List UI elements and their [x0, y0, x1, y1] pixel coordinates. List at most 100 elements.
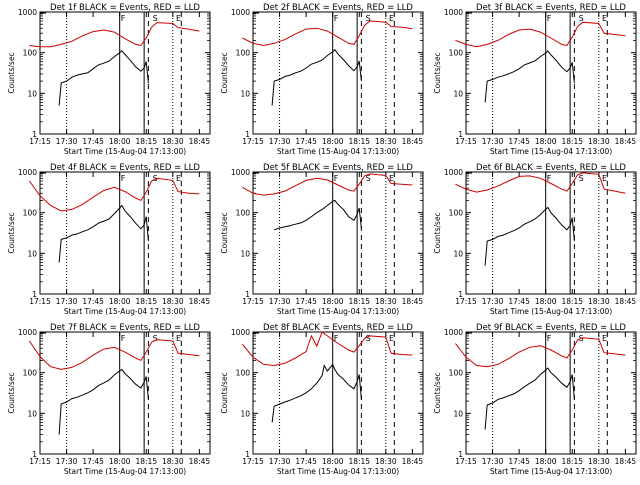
x-axis-label: Start Time (15-Aug-04 17:13:00) [64, 307, 186, 316]
series-lld-line [242, 20, 413, 47]
plot-frame [252, 331, 424, 455]
region-tag: S [153, 334, 158, 343]
x-tick-label: 18:00 [535, 457, 557, 466]
x-axis-label: Start Time (15-Aug-04 17:13:00) [64, 147, 186, 156]
x-tick-label: 17:45 [508, 137, 530, 146]
y-tick-label: 100 [449, 369, 464, 378]
y-tick-label: 10 [453, 89, 463, 98]
region-tag: E [602, 174, 607, 183]
x-tick-label: 17:15 [29, 297, 51, 306]
x-axis-label: Start Time (15-Aug-04 17:13:00) [277, 467, 399, 476]
series-lld-line [242, 331, 413, 367]
region-tag: E [389, 334, 394, 343]
series-events-line [58, 368, 149, 435]
y-axis-label: Counts/sec [433, 372, 442, 413]
series-lld-line [455, 337, 626, 368]
y-axis-label: Counts/sec [433, 52, 442, 93]
y-tick-label: 1 [32, 130, 37, 139]
series-lld-line [29, 22, 200, 48]
y-axis-label: Counts/sec [433, 212, 442, 253]
x-tick-label: 18:15 [135, 137, 157, 146]
x-tick-label: 17:30 [269, 297, 291, 306]
x-axis-label: Start Time (15-Aug-04 17:13:00) [490, 307, 612, 316]
y-tick-label: 1 [458, 450, 463, 459]
y-tick-label: 100 [23, 369, 38, 378]
series-lld-line [28, 177, 200, 212]
panel-title: Det 2f BLACK = Events, RED = LLD [263, 3, 413, 13]
x-tick-label: 17:15 [455, 297, 477, 306]
x-tick-label: 17:15 [242, 297, 264, 306]
x-tick-label: 18:15 [348, 297, 370, 306]
region-tag: S [153, 14, 158, 23]
panel-title: Det 7f BLACK = Events, RED = LLD [50, 323, 200, 333]
y-axis-label: Counts/sec [7, 212, 16, 253]
y-tick-label: 100 [23, 209, 38, 218]
panel-title: Det 5f BLACK = Events, RED = LLD [263, 163, 413, 173]
panel-det-2: Det 2f BLACK = Events, RED = LLD 1 10 100 10… [220, 3, 424, 156]
x-tick-label: 18:30 [588, 137, 610, 146]
x-tick-label: 17:45 [295, 297, 317, 306]
plot-frame [39, 171, 211, 295]
x-tick-label: 18:45 [615, 297, 637, 306]
x-tick-label: 18:00 [109, 457, 131, 466]
y-tick-label: 10 [27, 249, 37, 258]
region-tag: F [547, 14, 552, 23]
y-tick-label: 10 [240, 409, 250, 418]
region-tag: S [366, 14, 371, 23]
y-tick-label: 1000 [18, 168, 37, 177]
y-tick-label: 1 [245, 290, 250, 299]
y-tick-label: 1 [32, 450, 37, 459]
region-tag: E [602, 14, 607, 23]
x-tick-label: 18:15 [348, 457, 370, 466]
plot-frame [252, 171, 424, 295]
x-axis-label: Start Time (15-Aug-04 17:13:00) [64, 467, 186, 476]
y-tick-label: 1 [245, 450, 250, 459]
series-events-line [484, 206, 575, 266]
panel-det-1: Det 1f BLACK = Events, RED = LLD 1 10 100 10… [7, 3, 211, 156]
x-tick-label: 18:15 [561, 297, 583, 306]
y-tick-label: 100 [236, 209, 251, 218]
x-tick-label: 18:00 [535, 297, 557, 306]
x-tick-label: 18:00 [322, 457, 344, 466]
x-tick-label: 17:15 [29, 457, 51, 466]
x-tick-label: 17:30 [269, 137, 291, 146]
x-tick-label: 18:30 [375, 297, 397, 306]
x-tick-label: 17:15 [29, 137, 51, 146]
x-tick-label: 17:45 [82, 297, 104, 306]
y-axis-label: Counts/sec [7, 372, 16, 413]
x-tick-label: 18:00 [535, 137, 557, 146]
panel-det-3: Det 3f BLACK = Events, RED = LLD 1 10 100 10… [433, 3, 637, 156]
region-tag: E [602, 334, 607, 343]
x-tick-label: 18:30 [375, 457, 397, 466]
x-tick-label: 17:15 [242, 457, 264, 466]
series-lld-line [28, 339, 200, 370]
x-tick-label: 17:30 [56, 137, 78, 146]
x-axis-label: Start Time (15-Aug-04 17:13:00) [490, 147, 612, 156]
plot-frame [252, 11, 424, 135]
panel-det-5: Det 5f BLACK = Events, RED = LLD 1 10 100 10… [220, 163, 424, 316]
plot-frame [465, 171, 637, 295]
region-tag: F [121, 14, 126, 23]
x-tick-label: 18:30 [588, 297, 610, 306]
x-tick-label: 18:45 [402, 297, 424, 306]
x-tick-label: 18:00 [109, 137, 131, 146]
region-tag: S [579, 14, 584, 23]
y-tick-label: 1000 [231, 168, 250, 177]
x-tick-label: 18:45 [615, 457, 637, 466]
x-tick-label: 17:15 [242, 137, 264, 146]
series-events-line [58, 49, 149, 106]
y-tick-label: 100 [449, 209, 464, 218]
x-tick-label: 17:30 [56, 457, 78, 466]
region-tag: F [121, 174, 126, 183]
x-tick-label: 18:30 [588, 457, 610, 466]
x-tick-label: 18:15 [135, 457, 157, 466]
y-tick-label: 1000 [444, 8, 463, 17]
panel-det-8: Det 8f BLACK = Events, RED = LLD 1 10 100 10… [220, 323, 424, 476]
panel-title: Det 4f BLACK = Events, RED = LLD [50, 163, 200, 173]
panel-det-7: Det 7f BLACK = Events, RED = LLD 1 10 100 10… [7, 323, 211, 476]
x-axis-label: Start Time (15-Aug-04 17:13:00) [277, 307, 399, 316]
panel-title: Det 8f BLACK = Events, RED = LLD [263, 323, 413, 333]
y-tick-label: 1 [245, 130, 250, 139]
y-tick-label: 1000 [231, 328, 250, 337]
